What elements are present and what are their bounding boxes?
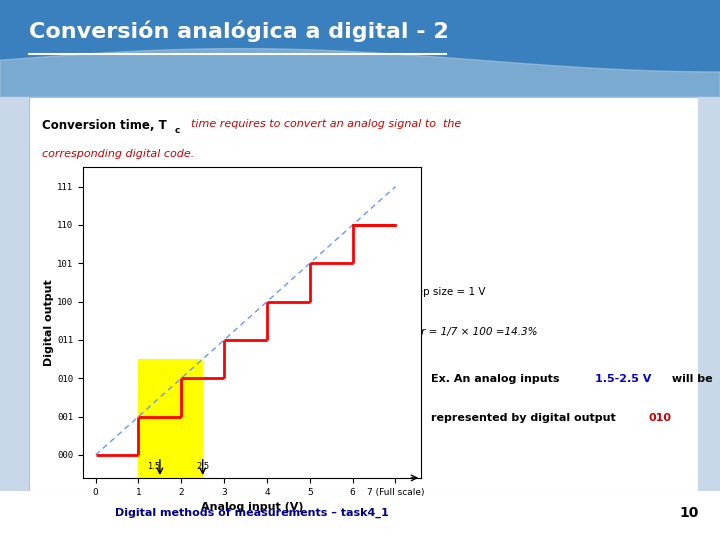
Text: 1.5: 1.5 [147,462,160,471]
Text: represented by digital output: represented by digital output [431,414,619,423]
Text: Conversion time, T: Conversion time, T [42,119,167,132]
Text: Ex. An analog inputs: Ex. An analog inputs [431,374,563,384]
Text: will be: will be [668,374,713,384]
Text: A/D will give 010 digital code.: A/D will give 010 digital code. [230,375,406,385]
X-axis label: Analog input (V): Analog input (V) [201,502,303,512]
FancyBboxPatch shape [29,97,698,491]
Text: Quantization error = 1/7 × 100 =14.3%: Quantization error = 1/7 × 100 =14.3% [330,327,538,337]
Text: An example of 3 bit ADC: An example of 3 bit ADC [189,461,361,474]
FancyBboxPatch shape [0,491,720,540]
Text: 10: 10 [679,507,698,520]
Text: Conversión analógica a digital - 2: Conversión analógica a digital - 2 [29,21,449,42]
Text: corresponding digital code.: corresponding digital code. [42,149,194,159]
Text: 1.5-2.5 V: 1.5-2.5 V [595,374,651,384]
Text: step size = 1 V: step size = 1 V [407,287,485,298]
Text: 010: 010 [648,414,671,423]
Text: 2.5: 2.5 [196,462,210,471]
Bar [138,359,203,478]
Text: c: c [175,126,180,134]
FancyBboxPatch shape [0,0,720,97]
Y-axis label: Digital output: Digital output [44,279,54,366]
Text: time requires to convert an analog signal to  the: time requires to convert an analog signa… [184,119,462,129]
Text: Digital methods of measurements – task4_1: Digital methods of measurements – task4_… [115,508,389,518]
